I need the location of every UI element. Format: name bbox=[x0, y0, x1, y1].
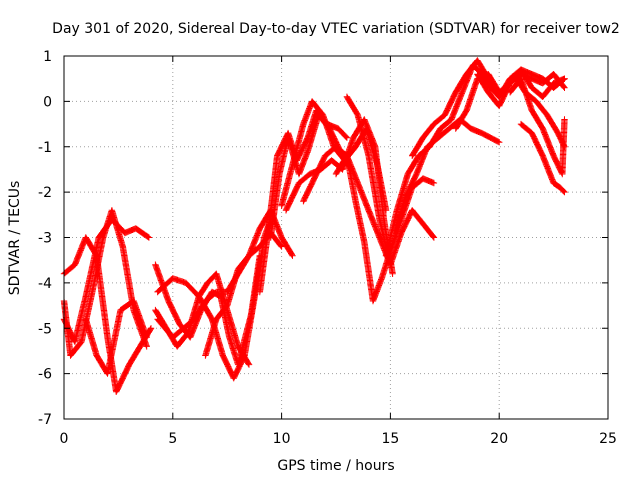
y-tick-label: -6 bbox=[38, 367, 52, 383]
x-tick-label: 25 bbox=[599, 431, 617, 447]
data-point-markers bbox=[391, 116, 503, 237]
y-tick-label: -2 bbox=[38, 185, 52, 201]
x-tick-label: 15 bbox=[381, 431, 399, 447]
x-tick-label: 0 bbox=[60, 431, 69, 447]
y-tick-label: -7 bbox=[38, 412, 52, 428]
y-tick-label: -4 bbox=[38, 276, 52, 292]
data-series-trace-24 bbox=[513, 75, 568, 150]
data-point-markers bbox=[82, 297, 150, 377]
y-tick-label: 0 bbox=[43, 94, 52, 110]
data-point-markers bbox=[517, 120, 568, 196]
data-point-markers bbox=[513, 75, 568, 150]
data-series-trace-7 bbox=[154, 216, 274, 382]
data-series-trace-21 bbox=[474, 71, 568, 110]
x-tick-label: 10 bbox=[273, 431, 291, 447]
data-layer bbox=[60, 57, 568, 395]
x-axis-label: GPS time / hours bbox=[277, 458, 394, 474]
y-tick-label: 1 bbox=[43, 49, 52, 65]
data-series-trace-18 bbox=[391, 116, 503, 237]
data-point-markers bbox=[474, 71, 568, 110]
x-tick-label: 20 bbox=[490, 431, 508, 447]
y-axis-label: SDTVAR / TECUs bbox=[7, 181, 23, 296]
y-tick-label: -5 bbox=[38, 321, 52, 337]
label-layer: 0 5 10 15 20 25 -7 -6 -5 -4 -3 -2 -1 0 1 bbox=[38, 49, 617, 447]
y-tick-label: -1 bbox=[38, 140, 52, 156]
data-point-markers bbox=[154, 216, 274, 382]
data-series-trace-23 bbox=[517, 120, 568, 196]
data-series-trace-4 bbox=[82, 297, 150, 377]
x-tick-label: 5 bbox=[168, 431, 177, 447]
chart-title: Day 301 of 2020, Sidereal Day-to-day VTE… bbox=[52, 21, 620, 37]
y-tick-label: -3 bbox=[38, 231, 52, 247]
tick-layer bbox=[63, 55, 609, 420]
data-point-markers bbox=[343, 93, 438, 268]
data-series-trace-16 bbox=[343, 93, 438, 268]
